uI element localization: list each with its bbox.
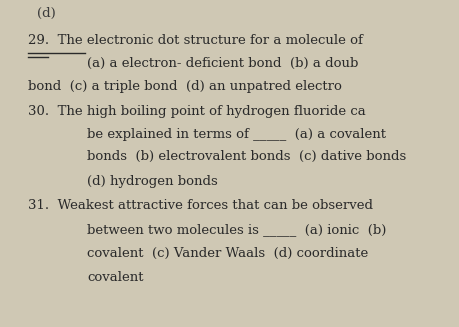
Text: covalent  (c) Vander Waals  (d) coordinate: covalent (c) Vander Waals (d) coordinate (87, 247, 369, 260)
Text: bond  (c) a triple bond  (d) an unpatred electro: bond (c) a triple bond (d) an unpatred e… (28, 80, 341, 93)
Text: (d) hydrogen bonds: (d) hydrogen bonds (87, 175, 218, 188)
Text: 31.  Weakest attractive forces that can be observed: 31. Weakest attractive forces that can b… (28, 199, 373, 213)
Text: 29.  The electronic dot structure for a molecule of: 29. The electronic dot structure for a m… (28, 34, 363, 47)
Text: (a) a electron- deficient bond  (b) a doub: (a) a electron- deficient bond (b) a dou… (87, 57, 358, 70)
Text: covalent: covalent (87, 271, 144, 284)
Text: be explained in terms of _____  (a) a covalent: be explained in terms of _____ (a) a cov… (87, 128, 386, 141)
Text: bonds  (b) electrovalent bonds  (c) dative bonds: bonds (b) electrovalent bonds (c) dative… (87, 150, 407, 164)
Text: 30.  The high boiling point of hydrogen fluoride ca: 30. The high boiling point of hydrogen f… (28, 105, 365, 118)
Text: (d): (d) (37, 7, 56, 20)
Text: between two molecules is _____  (a) ionic  (b): between two molecules is _____ (a) ionic… (87, 223, 386, 236)
